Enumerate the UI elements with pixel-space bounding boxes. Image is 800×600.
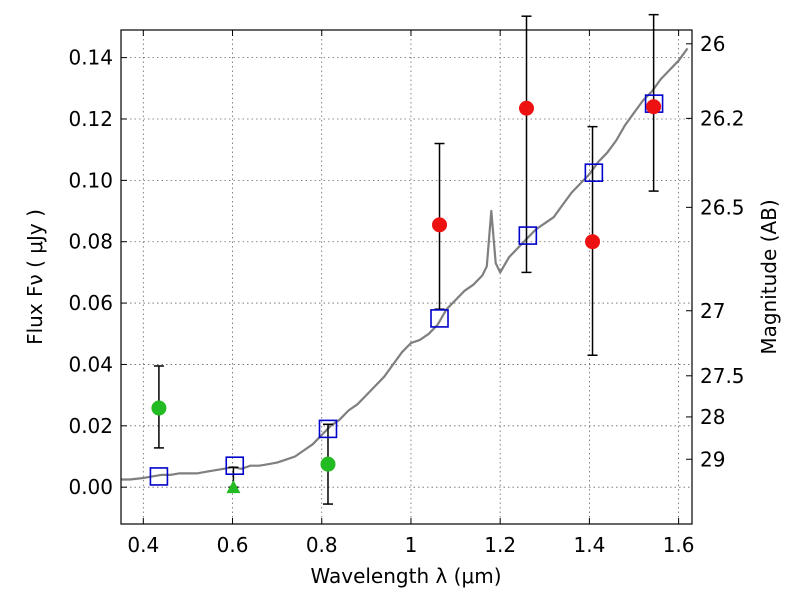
- y2-tick-label: 26.5: [700, 195, 745, 219]
- model-spectrum-line: [121, 47, 689, 481]
- axis-ticks: 0.4 0.6 0.8 1 1.2 1.4 1.6 0.00 0.02 0.04 0.06 0.08 0…: [68, 30, 745, 557]
- y-tick-label: 0.12: [68, 107, 113, 131]
- red-data-point: [646, 99, 662, 115]
- x-tick-label: 1.2: [484, 533, 516, 557]
- red-data-point: [518, 100, 534, 116]
- y2-tick-label: 26.2: [700, 106, 745, 130]
- y-tick-label: 0.00: [68, 475, 113, 499]
- model-photometry-square: [318, 419, 338, 439]
- y-tick-label: 0.04: [68, 352, 113, 376]
- x-tick-label: 0.4: [127, 533, 159, 557]
- y-tick-label: 0.02: [68, 414, 113, 438]
- x-tick-label: 1.6: [663, 533, 695, 557]
- x-tick-label: 0.6: [217, 533, 249, 557]
- model-photometry-square: [225, 456, 245, 476]
- y2-tick-label: 29: [700, 447, 725, 471]
- y-tick-label: 0.14: [68, 46, 113, 70]
- x-tick-label: 1.4: [573, 533, 605, 557]
- green-upper-limit-triangle: [226, 480, 241, 494]
- plot-frame: [120, 29, 693, 525]
- y2-tick-label: 27.5: [700, 364, 745, 388]
- red-data-point: [432, 217, 448, 233]
- y-tick-label: 0.06: [68, 291, 113, 315]
- green-data-point: [320, 456, 336, 472]
- model-photometry-square: [518, 226, 538, 245]
- y-tick-label: 0.08: [68, 230, 113, 254]
- model-photometry-square: [430, 309, 449, 328]
- y-axis-title: Flux Fν ( μJy ): [23, 209, 47, 345]
- x-axis-title: Wavelength λ (μm): [310, 564, 501, 588]
- x-tick-label: 0.8: [306, 533, 338, 557]
- y2-tick-label: 27: [700, 299, 725, 323]
- x-tick-label: 1: [405, 533, 418, 557]
- grid: [121, 30, 692, 524]
- y-tick-label: 0.10: [68, 168, 113, 192]
- y2-tick-label: 28: [700, 405, 725, 429]
- y2-tick-label: 26: [700, 32, 725, 56]
- red-data-point: [585, 234, 601, 250]
- model-spectrum-layer: [121, 47, 689, 481]
- data-points-layer: [149, 13, 664, 505]
- model-photometry-square: [149, 467, 169, 486]
- green-data-point: [151, 400, 167, 416]
- y2-axis-title: Magnitude (AB): [757, 199, 781, 354]
- model-photometry-square: [584, 163, 604, 182]
